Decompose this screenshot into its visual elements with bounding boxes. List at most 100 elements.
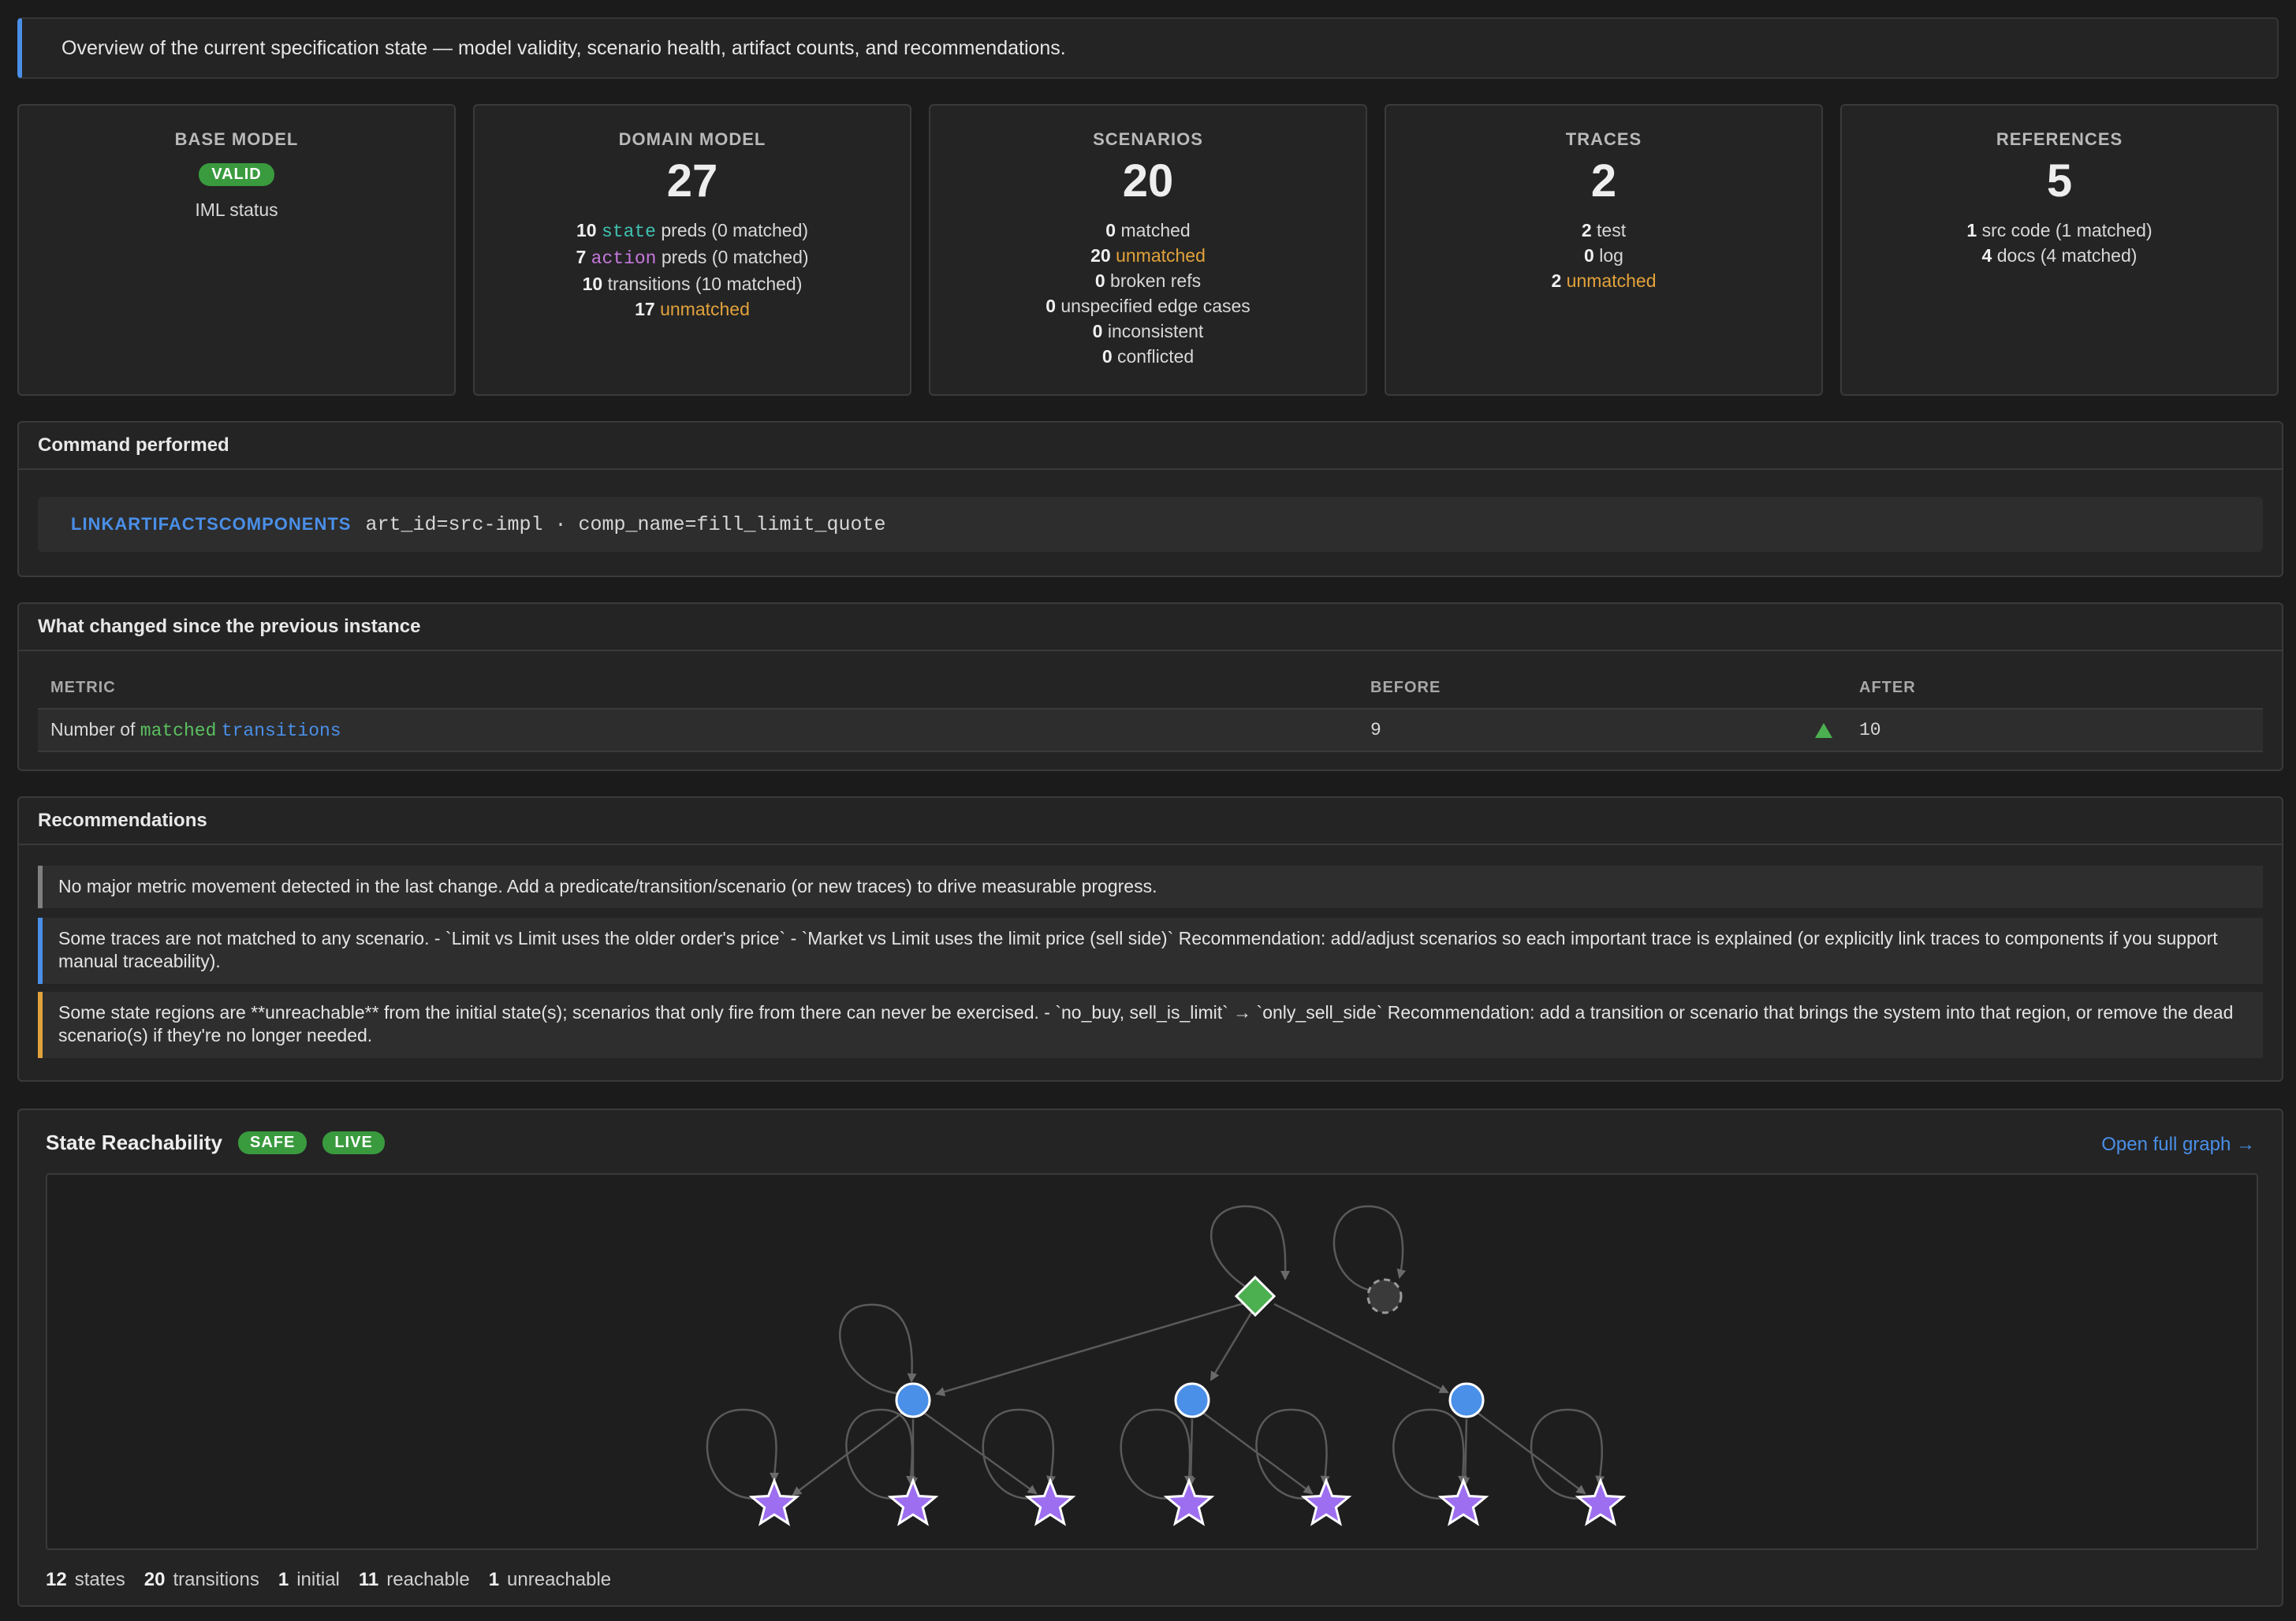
reachability-stats: 12 states 20 transitions 1 initial 11 reachable…: [46, 1569, 630, 1591]
reachability-graph[interactable]: [46, 1173, 2258, 1550]
base-model-card: BASE MODEL VALID IML status: [17, 104, 456, 396]
col-before: BEFORE: [1370, 678, 1441, 696]
edge-to-terminal: [1460, 1418, 1470, 1487]
stat-reachable: 11 reachable: [358, 1569, 470, 1590]
command-heading: Command performed: [19, 423, 2282, 470]
edge-self-loop: [1210, 1205, 1291, 1293]
transitions-line: 10 transitions (10 matched): [582, 274, 803, 294]
terminal-state-node[interactable]: [1024, 1477, 1076, 1526]
stat-unreachable: 1 unreachable: [488, 1569, 612, 1590]
col-metric: METRIC: [50, 678, 116, 696]
domain-model-title: DOMAIN MODEL: [618, 129, 766, 149]
terminal-state-node[interactable]: [1437, 1477, 1489, 1526]
valid-badge: VALID: [199, 163, 274, 186]
recommendation-item: Some traces are not matched to any scena…: [38, 918, 2263, 984]
action-preds-line: 7 action preds (0 matched): [576, 247, 809, 269]
recommendation-item: Some state regions are **unreachable** f…: [38, 992, 2263, 1058]
edge-to-terminal: [923, 1411, 1038, 1495]
terminal-state-node[interactable]: [887, 1477, 939, 1526]
edge-self-loop: [982, 1408, 1056, 1500]
graph-nodes: [748, 1275, 1627, 1526]
scenario-line: 0 inconsistent: [1092, 321, 1204, 341]
iml-status-label: IML status: [195, 199, 278, 220]
terminal-state-node[interactable]: [1575, 1477, 1627, 1526]
recommendations-heading: Recommendations: [19, 798, 2282, 845]
edge-initial-to-left: [935, 1299, 1253, 1396]
unmatched-line: 17 unmatched: [635, 299, 750, 319]
intermediate-state-node[interactable]: [1174, 1382, 1210, 1418]
after-cell: 10: [1815, 720, 2253, 740]
edge-self-loop: [1332, 1205, 1407, 1293]
edge-self-loop: [1392, 1408, 1468, 1500]
domain-model-count: 27: [666, 155, 718, 207]
recommendation-item: No major metric movement detected in the…: [38, 866, 2263, 908]
before-cell: 9: [1370, 720, 1381, 740]
base-model-title: BASE MODEL: [174, 129, 299, 149]
edge-self-loop: [706, 1408, 780, 1500]
edge-self-loop: [1120, 1408, 1195, 1500]
intermediate-state-node[interactable]: [1448, 1382, 1485, 1418]
stat-transitions: 20 transitions: [144, 1569, 259, 1590]
reference-lines: 1 src code (1 matched) 4 docs (4 matched): [1842, 218, 2277, 268]
terminal-state-node[interactable]: [1300, 1477, 1352, 1526]
changes-heading: What changed since the previous instance: [19, 604, 2282, 651]
edge-initial-to-center: [1210, 1308, 1255, 1381]
reference-line: 1 src code (1 matched): [1966, 220, 2152, 240]
scenario-lines: 0 matched 20 unmatched 0 broken refs 0 unsp…: [930, 218, 1366, 369]
traces-count: 2: [1590, 155, 1617, 207]
trace-line: 2 test: [1581, 220, 1627, 240]
overview-banner: Overview of the current specification st…: [17, 17, 2279, 79]
stat-states: 12 states: [46, 1569, 125, 1590]
reference-line: 4 docs (4 matched): [1981, 245, 2138, 266]
traces-card: TRACES 2 2 test 0 log 2 unmatched: [1385, 104, 1823, 396]
graph-canvas: [706, 1205, 1627, 1526]
intermediate-state-node[interactable]: [895, 1382, 931, 1418]
traces-title: TRACES: [1565, 129, 1642, 149]
edge-self-loop: [845, 1408, 916, 1500]
edge-to-terminal: [1186, 1418, 1196, 1487]
scenarios-card: SCENARIOS 20 0 matched 20 unmatched 0 brok…: [929, 104, 1367, 396]
domain-model-card: DOMAIN MODEL 27 10 state preds (0 matche…: [473, 104, 911, 396]
scenario-line: 0 broken refs: [1094, 270, 1202, 291]
state-reachability-panel: State Reachability SAFE LIVE Open full g…: [17, 1109, 2283, 1607]
table-row: Number of matched transitions 9 10: [38, 710, 2263, 752]
scenario-line: 0 unspecified edge cases: [1046, 296, 1250, 316]
trace-line: 2 unmatched: [1551, 270, 1657, 291]
unreachable-state-node[interactable]: [1366, 1278, 1403, 1314]
recommendations-panel: Recommendations No major metric movement…: [17, 796, 2283, 1082]
trace-line: 0 log: [1584, 245, 1623, 266]
changes-panel: What changed since the previous instance…: [17, 602, 2283, 771]
command-panel: Command performed LINKARTIFACTSCOMPONENT…: [17, 421, 2283, 577]
edge-initial-to-right: [1273, 1302, 1449, 1394]
references-title: REFERENCES: [1996, 129, 2123, 149]
increase-arrow-icon: [1815, 722, 1832, 738]
edge-self-loop: [1255, 1408, 1330, 1500]
terminal-state-node[interactable]: [748, 1477, 800, 1526]
reachability-title: State Reachability: [46, 1131, 222, 1154]
edge-self-loop: [839, 1303, 917, 1396]
initial-state-node[interactable]: [1234, 1275, 1277, 1317]
graph-edges: [706, 1205, 1605, 1500]
overview-banner-text: Overview of the current specification st…: [62, 36, 1066, 59]
live-badge: LIVE: [322, 1131, 385, 1154]
scenarios-count: 20: [1122, 155, 1174, 207]
trace-lines: 2 test 0 log 2 unmatched: [1386, 218, 1821, 293]
scenario-line: 0 conflicted: [1101, 346, 1195, 367]
metric-cell: Number of matched transitions: [50, 719, 341, 741]
references-card: REFERENCES 5 1 src code (1 matched) 4 doc…: [1840, 104, 2279, 396]
command-name: LINKARTIFACTSCOMPONENTS: [71, 514, 352, 534]
open-full-graph-link[interactable]: Open full graph →: [2101, 1134, 2255, 1155]
command-box: LINKARTIFACTSCOMPONENTS art_id=src-impl …: [38, 497, 2263, 552]
scenario-line: 20 unmatched: [1090, 245, 1206, 266]
safe-badge: SAFE: [237, 1131, 308, 1154]
state-preds-line: 10 state preds (0 matched): [576, 220, 809, 242]
summary-cards: BASE MODEL VALID IML status DOMAIN MODEL…: [17, 104, 2283, 396]
references-count: 5: [2046, 155, 2073, 207]
terminal-state-node[interactable]: [1163, 1477, 1215, 1526]
command-args: art_id=src-impl · comp_name=fill_limit_q…: [365, 512, 886, 536]
changes-table-header: METRIC BEFORE AFTER: [38, 667, 2263, 710]
scenarios-title: SCENARIOS: [1093, 129, 1203, 149]
stat-initial: 1 initial: [278, 1569, 340, 1590]
scenario-line: 0 matched: [1105, 220, 1191, 240]
